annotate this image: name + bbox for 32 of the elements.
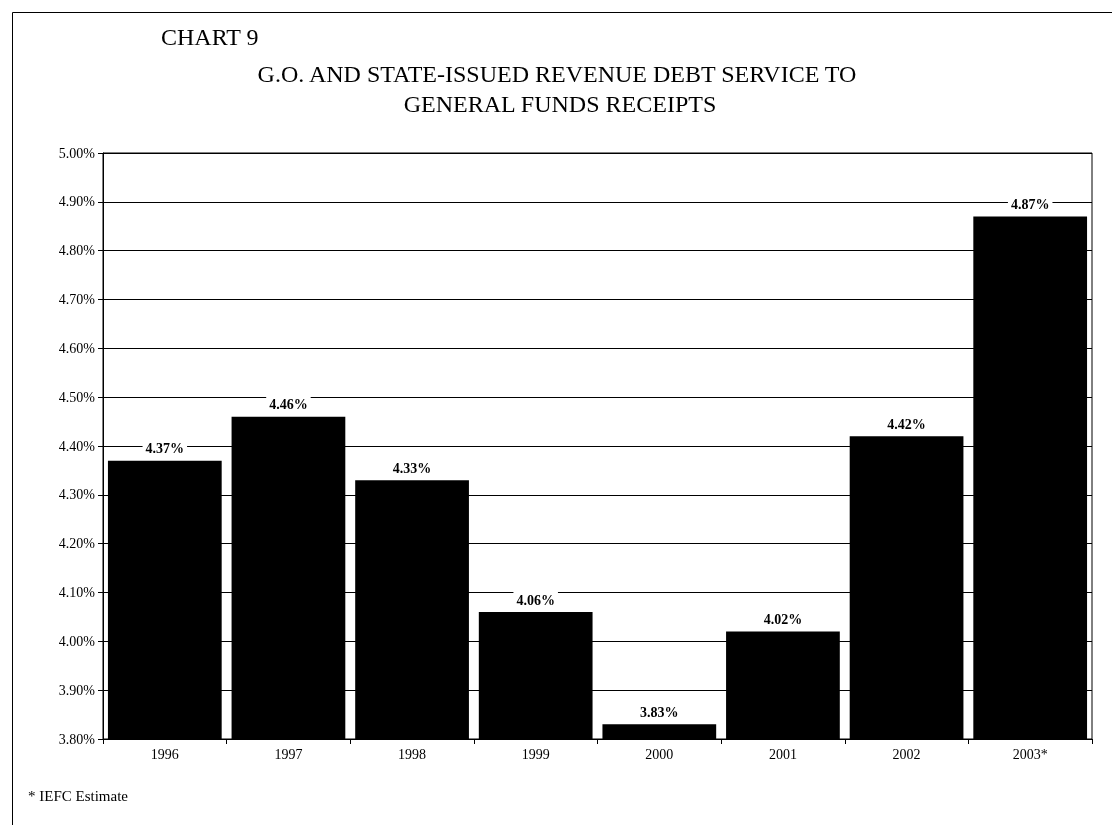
y-tick-label: 4.30% <box>58 487 96 503</box>
data-label: 4.87% <box>1010 196 1050 212</box>
x-tick-label: 2001 <box>768 746 797 762</box>
x-tick-label: 2002 <box>892 746 921 762</box>
y-tick-label: 5.00% <box>58 145 96 161</box>
y-tick-label: 4.50% <box>58 389 96 405</box>
x-tick-label: 1999 <box>521 746 550 762</box>
y-tick-label: 4.00% <box>58 633 96 649</box>
y-tick-label: 3.90% <box>58 682 96 698</box>
y-tick-label: 3.80% <box>58 731 96 747</box>
chart-subtitle: CHART 9 <box>161 24 259 50</box>
y-tick-label: 4.80% <box>58 243 96 259</box>
data-label: 4.37% <box>145 441 185 457</box>
data-label: 4.06% <box>516 592 555 608</box>
y-tick-label: 4.60% <box>58 340 96 356</box>
y-tick-label: 4.90% <box>58 194 96 210</box>
data-label: 4.46% <box>269 397 308 413</box>
data-label: 4.02% <box>763 612 803 628</box>
y-tick-label: 4.20% <box>58 536 96 552</box>
x-tick-label: 1997 <box>274 746 303 762</box>
y-tick-label: 4.10% <box>58 585 96 600</box>
data-label: 3.83% <box>640 704 679 720</box>
text: * IEFC Estimate <box>28 787 129 804</box>
x-tick-label: 2003* <box>1012 746 1048 762</box>
chart-title: G.O. AND STATE-ISSUED REVENUE DEBT SERVICE TO GENERAL FUNDS RECEIPTS <box>257 61 863 117</box>
x-tick-label: 1998 <box>398 746 427 762</box>
y-tick-label: 4.70% <box>58 292 96 307</box>
y-tick-label: 4.40% <box>58 438 96 454</box>
x-tick-label: 2000 <box>645 746 674 762</box>
data-label: 4.42% <box>887 416 926 432</box>
x-tick-label: 1996 <box>150 746 179 762</box>
data-label: 4.33% <box>392 460 432 476</box>
